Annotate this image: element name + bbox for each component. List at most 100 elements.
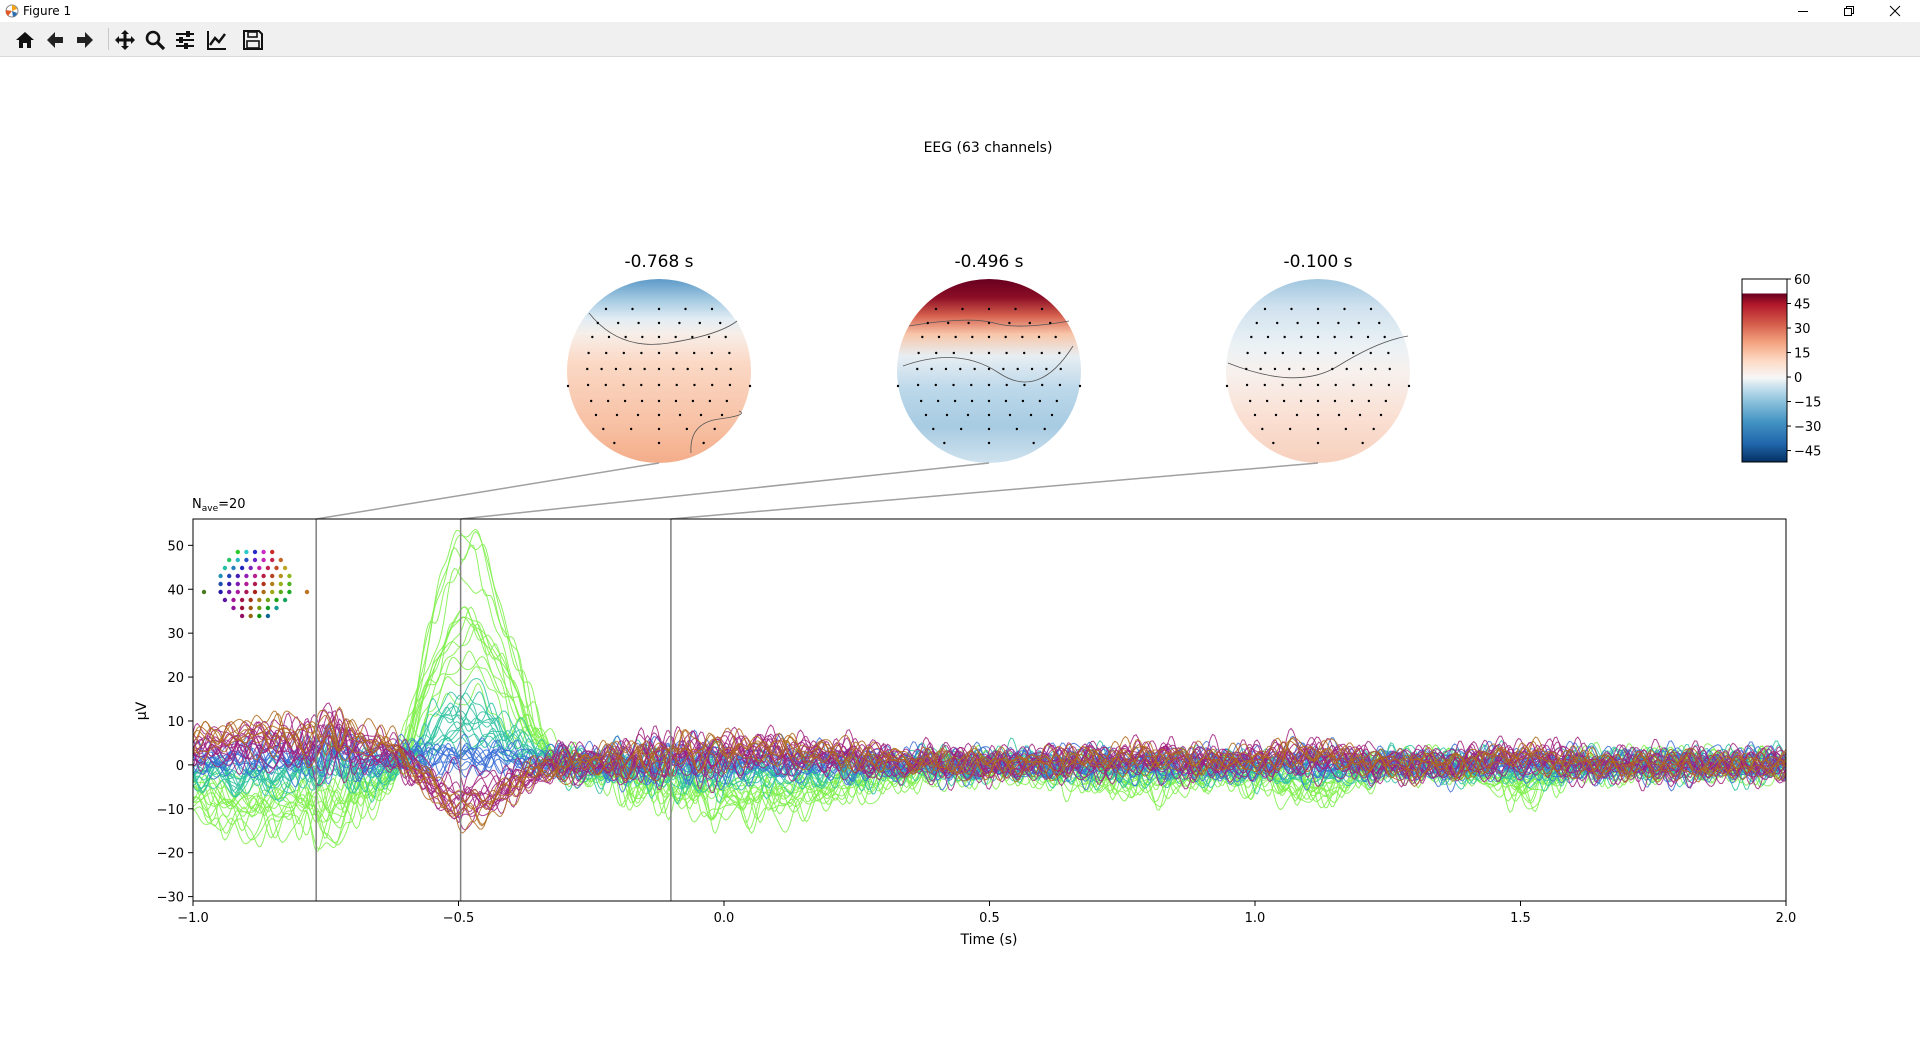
sensor-dot: [1045, 367, 1048, 371]
sensor-dot: [1263, 383, 1267, 387]
sensor-dot: [728, 383, 732, 387]
pan-button[interactable]: [112, 27, 138, 53]
sensor-dot: [604, 307, 608, 311]
sensor-legend-dot: [261, 581, 266, 587]
sensor-dot: [1299, 351, 1302, 355]
forward-button[interactable]: [72, 27, 98, 53]
sensor-dot: [1369, 351, 1372, 355]
topomap-contour: [1227, 335, 1409, 379]
sensor-dot: [1245, 383, 1249, 387]
sensor-legend-dot: [235, 573, 240, 579]
arrow-right-icon: [77, 32, 93, 48]
sensor-legend-dot: [304, 589, 310, 595]
sensor-legend-dot: [278, 581, 283, 587]
axes-frame: [192, 518, 1787, 902]
save-button[interactable]: [240, 27, 266, 53]
y-tick-label: −30: [157, 891, 184, 906]
sensor-dot: [605, 351, 608, 355]
sensor-dot: [954, 335, 957, 339]
sensor-dot: [1016, 367, 1019, 371]
sensor-dot: [1351, 351, 1355, 355]
sensor-legend-dot: [252, 589, 258, 595]
sensor-dot: [672, 367, 675, 371]
topomaps: -0.768 s -0.496 s -0.100 s: [566, 252, 1411, 463]
sensor-dot: [1407, 384, 1411, 388]
y-tick-label: 20: [167, 671, 184, 686]
sensor-legend-dot: [265, 613, 271, 619]
channel-trace: [193, 711, 1786, 819]
edit-axis-button[interactable]: [204, 27, 230, 53]
sensor-dot: [1028, 321, 1032, 325]
sensor-dot: [945, 413, 949, 417]
sensor-dot: [919, 399, 923, 403]
sensor-legend-dot: [287, 573, 292, 579]
topomap: -0.768 s: [566, 252, 752, 463]
zoom-button[interactable]: [142, 27, 168, 53]
sensor-dot: [987, 383, 991, 387]
sensor-dot: [622, 383, 625, 387]
channel-trace: [193, 530, 1786, 848]
sensor-dot: [637, 321, 640, 325]
sensor-dot: [1253, 413, 1257, 417]
sensor-legend-dot: [282, 597, 288, 603]
sensor-dot: [946, 321, 950, 325]
sensor-legend-dot: [244, 549, 249, 555]
minimize-button[interactable]: [1780, 0, 1826, 22]
home-button[interactable]: [12, 27, 38, 53]
sensor-dot: [1264, 351, 1267, 355]
sensor-dot: [1288, 367, 1291, 371]
y-tick-label: 30: [167, 627, 184, 642]
restore-button[interactable]: [1826, 0, 1872, 22]
sensor-legend-dot: [270, 557, 275, 563]
sensor-dot: [693, 383, 696, 387]
restore-icon: [1844, 6, 1854, 16]
y-tick-label: 0: [176, 759, 184, 774]
sensor-legend-dot: [248, 565, 253, 571]
arrow-left-icon: [47, 32, 63, 48]
sensor-dot: [1059, 367, 1062, 371]
toolbar-separator: [108, 28, 109, 50]
channel-trace: [193, 717, 1786, 824]
sensor-dot: [987, 399, 991, 403]
sensor-dot: [707, 335, 711, 339]
sensor-dot: [987, 307, 991, 311]
sensor-dot: [1078, 384, 1082, 388]
sensor-dot: [1300, 335, 1303, 339]
x-tick-label: 1.0: [1245, 911, 1266, 926]
sensor-dot: [640, 383, 643, 387]
sensor-dot: [959, 367, 962, 371]
close-button[interactable]: [1872, 0, 1918, 22]
sensor-dot: [1281, 351, 1285, 355]
y-axis-label: µV: [134, 701, 150, 720]
sensor-dot: [970, 351, 973, 355]
floppy-disk-icon: [243, 30, 263, 50]
sensor-dot: [1302, 367, 1305, 371]
sensor-dot: [1008, 413, 1012, 417]
sensor-dot: [970, 399, 974, 403]
sensor-dot: [657, 351, 661, 355]
sensor-legend-dot: [222, 597, 228, 603]
sensor-dot: [640, 399, 644, 403]
home-icon: [16, 32, 34, 48]
topomap-time-label: -0.100 s: [1283, 252, 1352, 272]
sensor-dot: [641, 335, 644, 339]
sensor-legend-dot: [270, 581, 275, 587]
x-tick-label: 2.0: [1776, 911, 1797, 926]
x-tick-label: −1.0: [177, 911, 209, 926]
sensor-dot: [1295, 413, 1299, 417]
sensor-dot: [629, 367, 632, 371]
sensor-dot: [1379, 413, 1383, 417]
sensor-dot: [1299, 383, 1302, 387]
sensor-dot: [1357, 321, 1361, 325]
configure-subplots-button[interactable]: [172, 27, 198, 53]
sensor-dot: [973, 367, 976, 371]
sensor-dot: [1274, 413, 1278, 417]
back-button[interactable]: [42, 27, 68, 53]
sensor-legend-dot: [287, 589, 292, 595]
sensor-dot: [921, 335, 924, 339]
sensor-dot: [926, 321, 929, 325]
sensor-dot: [591, 335, 594, 339]
sensor-dot: [1378, 321, 1381, 325]
sensor-dot: [1282, 399, 1286, 403]
sensor-dot: [631, 307, 634, 311]
